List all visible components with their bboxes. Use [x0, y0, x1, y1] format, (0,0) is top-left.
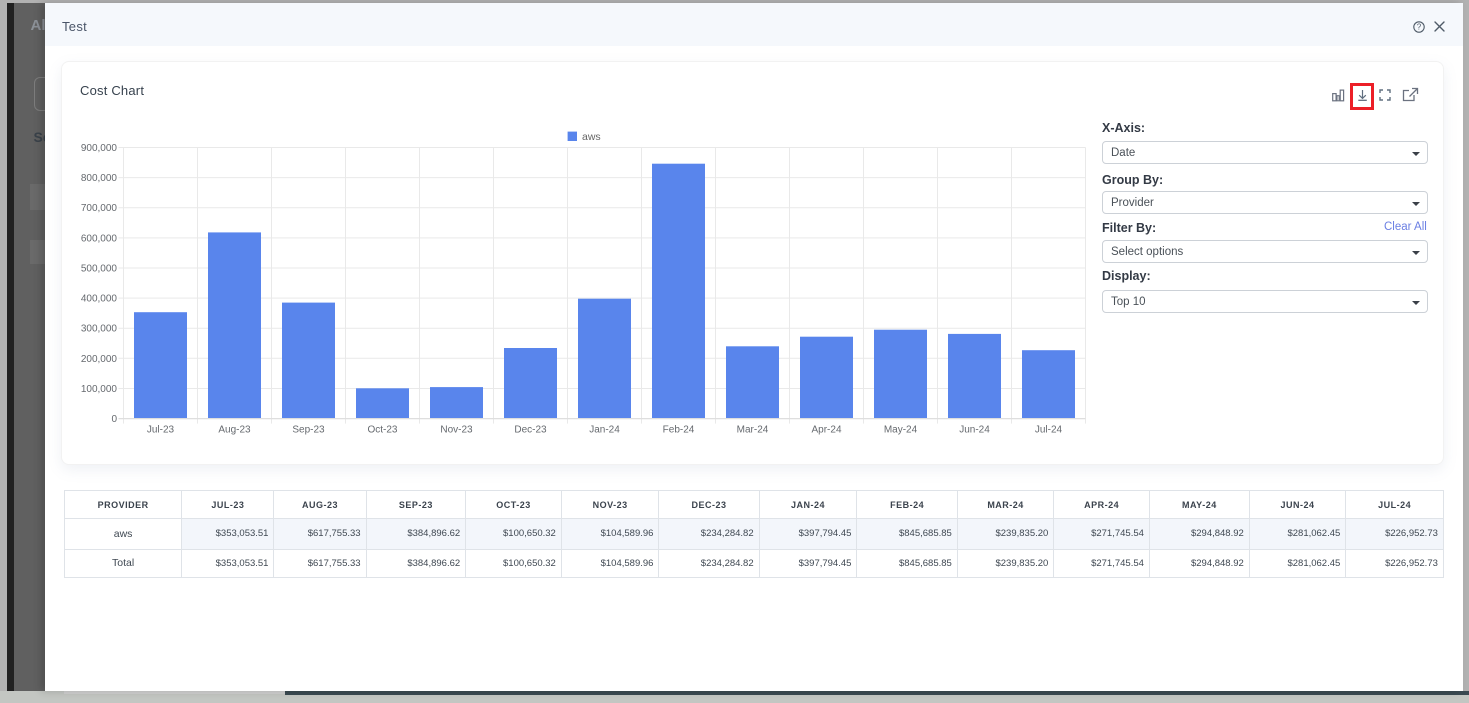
svg-text:100,000: 100,000	[81, 384, 118, 395]
svg-text:May-24: May-24	[884, 425, 918, 436]
svg-text:800,000: 800,000	[81, 173, 118, 184]
svg-text:Sep-23: Sep-23	[292, 425, 325, 436]
svg-text:Mar-24: Mar-24	[737, 425, 769, 436]
svg-text:Jun-24: Jun-24	[959, 425, 990, 436]
svg-text:Jan-24: Jan-24	[589, 425, 620, 436]
svg-text:700,000: 700,000	[81, 203, 118, 214]
svg-text:?: ?	[1416, 22, 1421, 31]
svg-text:0: 0	[111, 414, 117, 425]
svg-text:aws: aws	[582, 131, 601, 143]
svg-text:Feb-24: Feb-24	[663, 425, 695, 436]
svg-text:400,000: 400,000	[81, 294, 118, 305]
svg-text:600,000: 600,000	[81, 233, 118, 244]
svg-text:Oct-23: Oct-23	[367, 425, 397, 436]
svg-text:Aug-23: Aug-23	[218, 425, 251, 436]
svg-text:200,000: 200,000	[81, 354, 118, 365]
svg-text:Jul-24: Jul-24	[1035, 425, 1063, 436]
svg-text:Jul-23: Jul-23	[147, 425, 175, 436]
svg-text:900,000: 900,000	[81, 143, 118, 154]
svg-text:Nov-23: Nov-23	[440, 425, 473, 436]
svg-text:Dec-23: Dec-23	[514, 425, 547, 436]
svg-text:Apr-24: Apr-24	[811, 425, 841, 436]
svg-text:500,000: 500,000	[81, 264, 118, 275]
svg-text:300,000: 300,000	[81, 324, 118, 335]
